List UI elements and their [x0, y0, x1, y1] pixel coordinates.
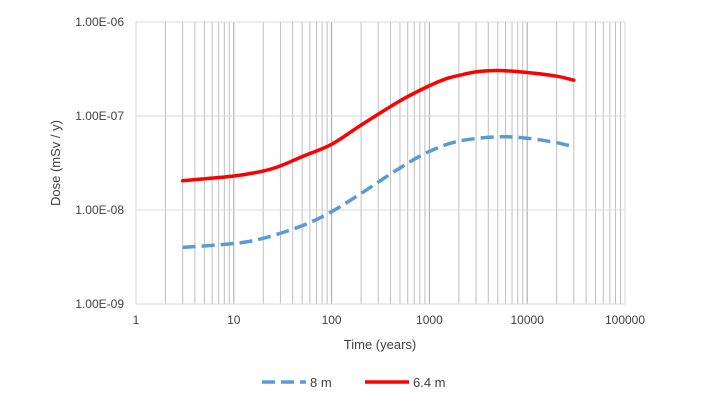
x-axis-title: Time (years): [344, 337, 416, 352]
x-tick-label: 1000: [416, 313, 443, 327]
x-tick-labels: 1 10 100 1000 10000 100000: [133, 313, 646, 327]
y-tick-label: 1.00E-06: [75, 15, 124, 29]
y-tick-label: 1.00E-08: [75, 203, 124, 217]
x-tick-label: 100000: [605, 313, 645, 327]
series-line-6-4-m: [180, 68, 576, 183]
series-layer: [180, 68, 576, 250]
x-gridlines: [135, 22, 626, 304]
legend-label-6-4-m: 6.4 m: [413, 375, 446, 390]
x-tick-label: 100: [322, 313, 342, 327]
plot-area-border: [135, 21, 626, 305]
y-tick-label: 1.00E-09: [75, 297, 124, 311]
x-tick-label: 10: [227, 313, 241, 327]
x-tick-label: 1: [133, 313, 140, 327]
series-line-8-m: [182, 134, 575, 250]
y-gridlines: [136, 21, 625, 305]
legend: 8 m 6.4 m: [262, 375, 446, 390]
y-axis-title: Dose (mSv / y): [48, 120, 63, 206]
y-tick-label: 1.00E-07: [75, 109, 124, 123]
y-tick-labels: 1.00E-09 1.00E-08 1.00E-07 1.00E-06: [75, 15, 124, 311]
x-tick-label: 10000: [511, 313, 545, 327]
legend-label-8-m: 8 m: [310, 375, 332, 390]
